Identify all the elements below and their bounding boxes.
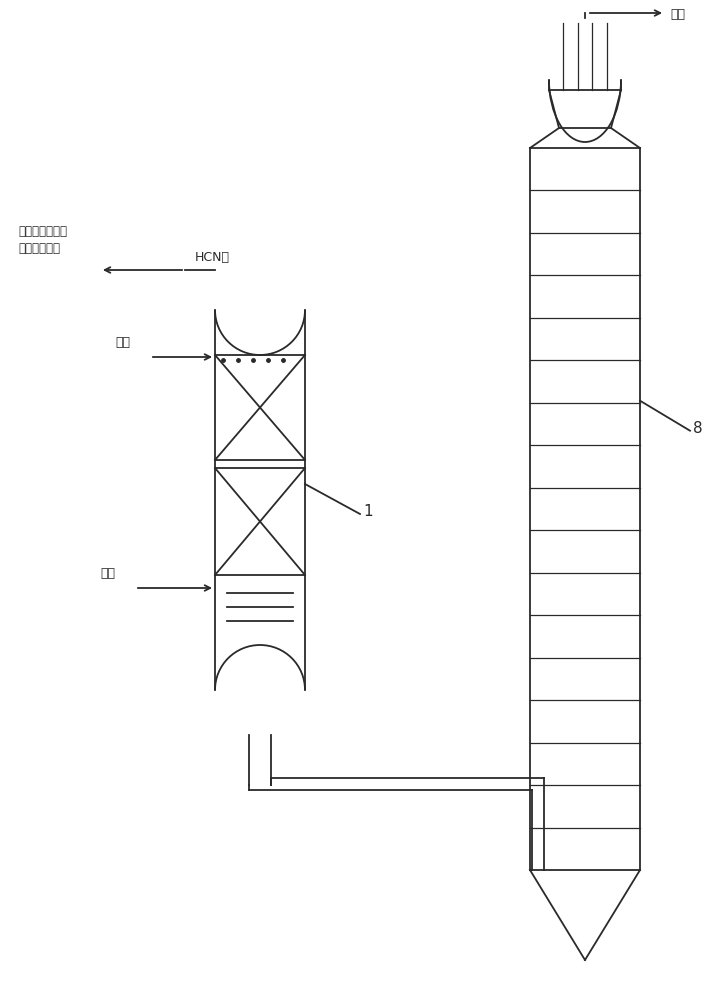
Text: 8: 8: [693, 421, 702, 436]
Text: 1: 1: [363, 504, 373, 520]
Text: 氨汽: 氨汽: [670, 8, 685, 21]
Text: 蒸汽: 蒸汽: [100, 567, 115, 580]
Text: HCN气: HCN气: [195, 251, 230, 264]
Text: 去往再生塔酸性
气体输出管道: 去往再生塔酸性 气体输出管道: [18, 225, 67, 255]
Text: 碱液: 碱液: [115, 336, 130, 349]
